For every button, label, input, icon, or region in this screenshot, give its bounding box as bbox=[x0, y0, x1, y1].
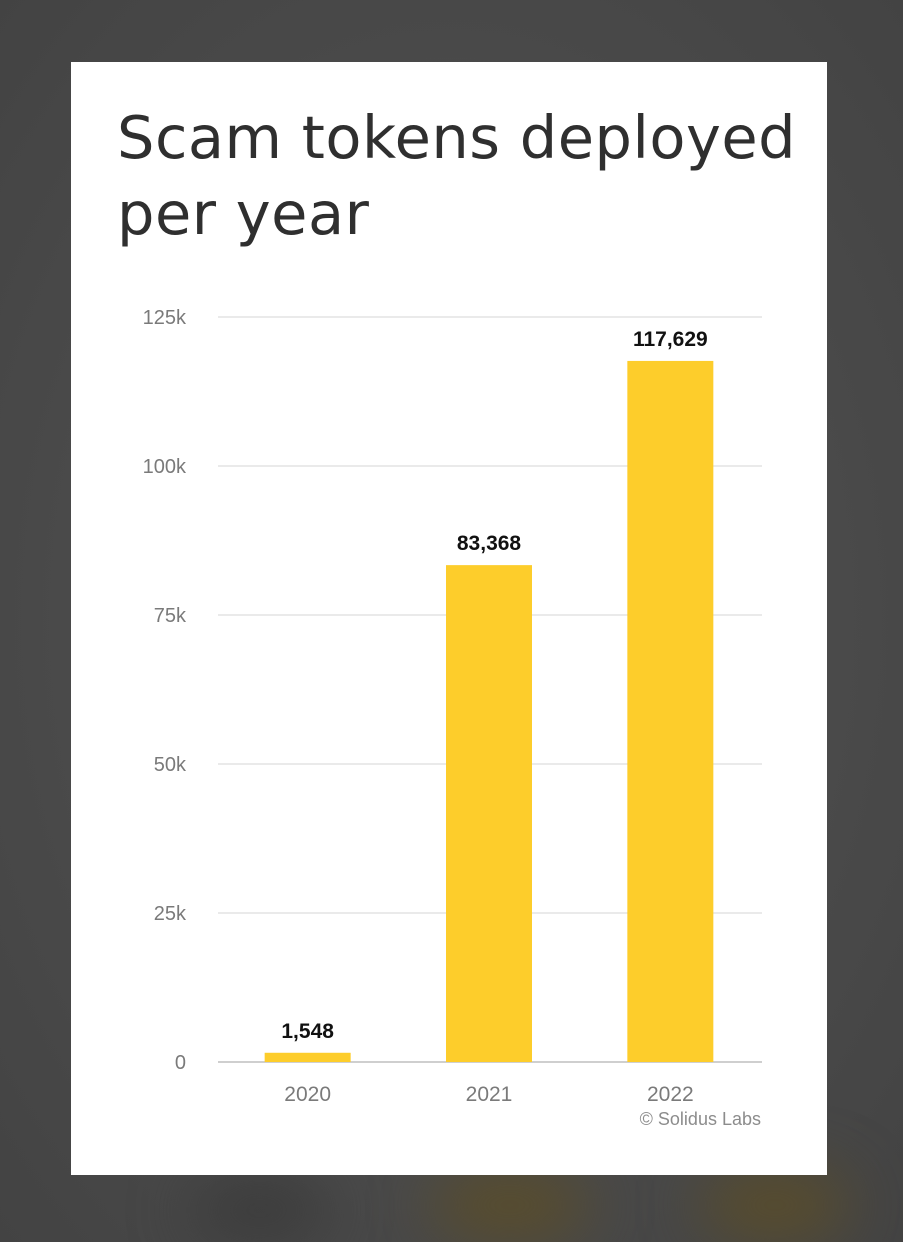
y-tick-label: 50k bbox=[154, 754, 187, 776]
bar-2020 bbox=[264, 1052, 351, 1062]
background-glow-center bbox=[430, 1170, 590, 1240]
source-credit: © Solidus Labs bbox=[639, 1109, 761, 1129]
x-tick-label: 2021 bbox=[466, 1083, 513, 1106]
bar-value-label: 117,629 bbox=[633, 328, 708, 351]
background-glow-right bbox=[700, 1170, 850, 1240]
chart-title: Scam tokens deployed per year bbox=[117, 103, 797, 248]
x-tick-label: 2020 bbox=[284, 1083, 331, 1106]
chart-card: Scam tokens deployed per year 0 25k 50k 75k… bbox=[71, 62, 827, 1175]
x-tick-label: 2022 bbox=[647, 1083, 694, 1106]
bar-value-label: 1,548 bbox=[281, 1020, 334, 1043]
bar-layer bbox=[264, 360, 714, 1062]
bar-2022 bbox=[627, 360, 714, 1062]
label-layer: 0 25k 50k 75k 100k 125k 1,548 2020 83,368 2021 117… bbox=[143, 307, 708, 1106]
bar-value-label: 83,368 bbox=[457, 532, 522, 555]
bar-chart: 0 25k 50k 75k 100k 125k 1,548 2020 83,368 2021 117… bbox=[143, 307, 762, 1106]
y-tick-label: 25k bbox=[154, 903, 187, 925]
bar-2021 bbox=[446, 565, 532, 1062]
background-glow-left bbox=[190, 1180, 330, 1240]
y-tick-label: 0 bbox=[175, 1052, 186, 1074]
y-tick-label: 75k bbox=[154, 605, 187, 627]
y-tick-label: 100k bbox=[143, 456, 187, 478]
y-tick-label: 125k bbox=[143, 307, 187, 329]
